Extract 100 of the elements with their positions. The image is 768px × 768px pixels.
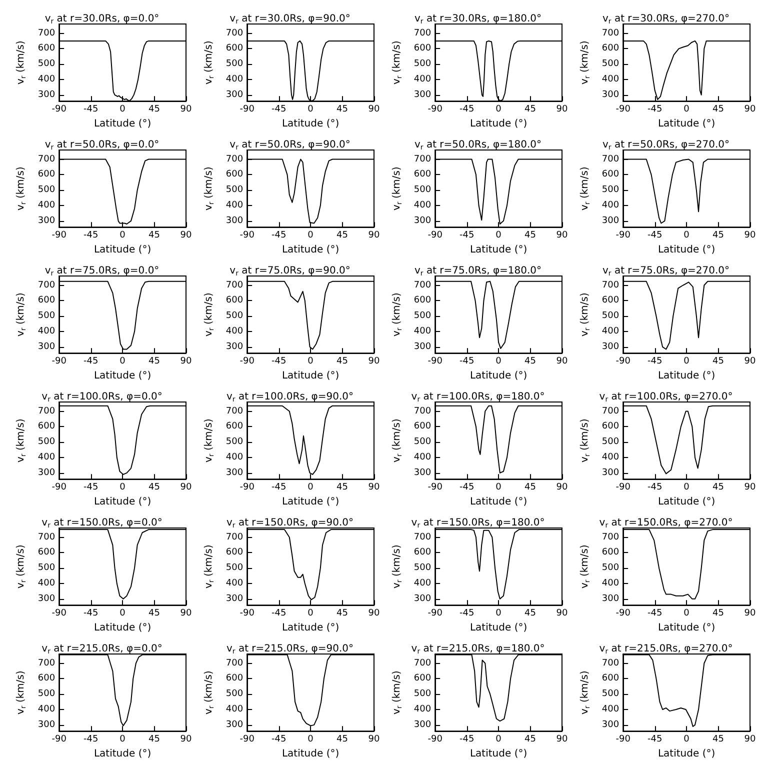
- x-tick-label: -90: [616, 608, 631, 619]
- x-tick-label: 45: [336, 356, 348, 367]
- y-tick-label: 600: [226, 296, 244, 306]
- y-tick-label: 400: [38, 74, 56, 85]
- y-tick-label: 700: [38, 154, 56, 164]
- y-tick-label: 400: [226, 200, 244, 211]
- x-tick-label: -45: [647, 734, 662, 745]
- y-tick-label: 700: [602, 28, 620, 38]
- x-tick-label: -45: [83, 734, 98, 745]
- y-tick-label: 600: [414, 548, 432, 558]
- x-tick-label: 0: [120, 734, 126, 745]
- y-tick-label: 300: [602, 342, 620, 352]
- line-series: [246, 405, 374, 475]
- x-axis-title: Latitude (°): [470, 118, 528, 130]
- x-tick-label: 90: [744, 734, 756, 745]
- x-tick-label: 0: [496, 734, 502, 745]
- y-tick-label: 300: [226, 90, 244, 100]
- x-axis-title: Latitude (°): [94, 370, 152, 382]
- x-tick-label: -90: [52, 104, 67, 115]
- y-tick-label: 400: [414, 452, 432, 463]
- x-tick-label: -45: [271, 608, 286, 619]
- x-tick-label: 45: [712, 230, 724, 241]
- x-axis-title: Latitude (°): [470, 370, 528, 382]
- x-tick-label: -45: [83, 356, 98, 367]
- y-tick-label: 600: [602, 548, 620, 558]
- x-axis-title: Latitude (°): [658, 748, 716, 760]
- y-tick-label: 600: [414, 422, 432, 432]
- y-tick-label: 500: [414, 437, 432, 448]
- x-tick-label: 90: [556, 608, 568, 619]
- x-axis-title: Latitude (°): [470, 622, 528, 634]
- y-tick-label: 600: [602, 422, 620, 432]
- x-tick-label: 0: [496, 104, 502, 115]
- y-tick-label: 600: [602, 170, 620, 180]
- x-tick-label: -45: [271, 356, 286, 367]
- x-tick-label: -45: [459, 734, 474, 745]
- y-tick-label: 700: [226, 532, 244, 542]
- y-tick-label: 500: [38, 563, 56, 574]
- y-tick-label: 700: [602, 280, 620, 290]
- y-tick-label: 300: [38, 720, 56, 730]
- x-tick-label: 45: [148, 356, 160, 367]
- y-tick-label: 300: [414, 720, 432, 730]
- y-tick-label: 400: [38, 578, 56, 589]
- y-tick-label: 400: [602, 326, 620, 337]
- x-tick-label: -45: [647, 482, 662, 493]
- x-tick-label: 0: [496, 482, 502, 493]
- x-tick-label: 45: [148, 230, 160, 241]
- x-tick-label: 0: [120, 230, 126, 241]
- y-tick-label: 700: [602, 406, 620, 416]
- y-tick-label: 300: [602, 594, 620, 604]
- y-tick-label: 400: [414, 74, 432, 85]
- x-tick-label: 45: [336, 734, 348, 745]
- x-tick-label: 45: [524, 482, 536, 493]
- y-tick-label: 500: [602, 689, 620, 700]
- y-tick-label: 500: [226, 59, 244, 70]
- x-tick-label: -45: [647, 608, 662, 619]
- y-tick-label: 500: [602, 311, 620, 322]
- x-tick-label: -45: [271, 230, 286, 241]
- x-tick-label: 45: [148, 482, 160, 493]
- x-tick-label: -90: [240, 104, 255, 115]
- x-tick-label: 45: [524, 230, 536, 241]
- x-tick-label: -90: [428, 104, 443, 115]
- y-tick-label: 500: [38, 437, 56, 448]
- x-tick-label: -90: [616, 482, 631, 493]
- y-tick-label: 600: [602, 674, 620, 684]
- x-tick-label: -90: [52, 734, 67, 745]
- x-tick-label: 90: [180, 482, 192, 493]
- x-axis-title: Latitude (°): [94, 118, 152, 130]
- y-tick-label: 300: [414, 594, 432, 604]
- x-tick-label: -45: [459, 104, 474, 115]
- x-tick-label: 45: [148, 608, 160, 619]
- x-tick-label: 45: [524, 734, 536, 745]
- y-tick-label: 500: [414, 311, 432, 322]
- x-tick-label: 90: [556, 356, 568, 367]
- y-tick-label: 400: [38, 452, 56, 463]
- x-tick-label: 45: [148, 104, 160, 115]
- x-tick-label: 90: [180, 734, 192, 745]
- y-tick-label: 600: [38, 548, 56, 558]
- x-tick-label: 90: [744, 356, 756, 367]
- y-tick-label: 600: [226, 548, 244, 558]
- y-tick-label: 300: [38, 90, 56, 100]
- y-tick-label: 700: [226, 406, 244, 416]
- y-tick-label: 400: [602, 704, 620, 715]
- x-tick-label: 0: [496, 230, 502, 241]
- x-tick-label: 90: [368, 608, 380, 619]
- y-tick-label: 400: [414, 200, 432, 211]
- x-tick-label: 0: [308, 104, 314, 115]
- x-tick-label: -45: [83, 482, 98, 493]
- y-tick-label: 600: [38, 296, 56, 306]
- x-tick-label: -90: [52, 482, 67, 493]
- y-tick-label: 600: [226, 44, 244, 54]
- y-tick-label: 600: [414, 674, 432, 684]
- y-tick-label: 300: [38, 468, 56, 478]
- x-tick-label: -45: [647, 356, 662, 367]
- x-tick-label: 90: [368, 104, 380, 115]
- y-tick-label: 500: [602, 185, 620, 196]
- x-tick-label: -90: [428, 356, 443, 367]
- y-tick-label: 300: [38, 216, 56, 226]
- x-tick-label: -90: [428, 734, 443, 745]
- y-tick-label: 400: [226, 74, 244, 85]
- y-tick-label: 700: [38, 280, 56, 290]
